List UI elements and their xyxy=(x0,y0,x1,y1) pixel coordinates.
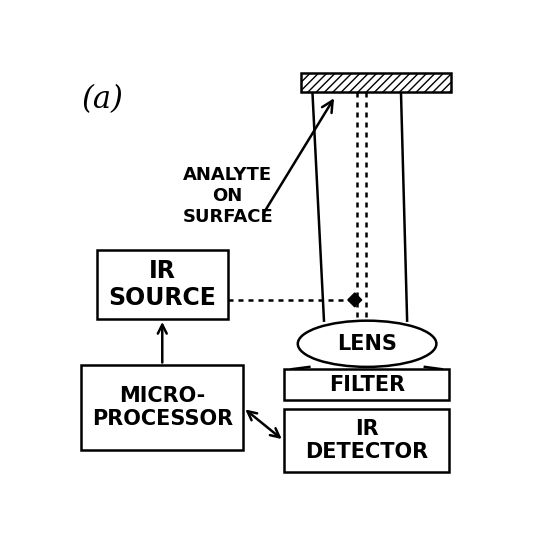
Text: IR
DETECTOR: IR DETECTOR xyxy=(305,419,429,462)
Bar xyxy=(82,365,243,450)
Bar xyxy=(301,73,451,92)
Text: LENS: LENS xyxy=(337,334,397,354)
Ellipse shape xyxy=(298,321,436,367)
Text: IR
SOURCE: IR SOURCE xyxy=(109,259,216,311)
Bar xyxy=(284,409,449,473)
Bar xyxy=(284,369,449,400)
Text: FILTER: FILTER xyxy=(329,375,405,395)
Text: MICRO-
PROCESSOR: MICRO- PROCESSOR xyxy=(92,386,233,429)
Bar xyxy=(97,250,228,319)
Text: (a): (a) xyxy=(81,84,123,115)
Polygon shape xyxy=(348,293,362,307)
Text: ANALYTE
ON
SURFACE: ANALYTE ON SURFACE xyxy=(182,166,273,225)
